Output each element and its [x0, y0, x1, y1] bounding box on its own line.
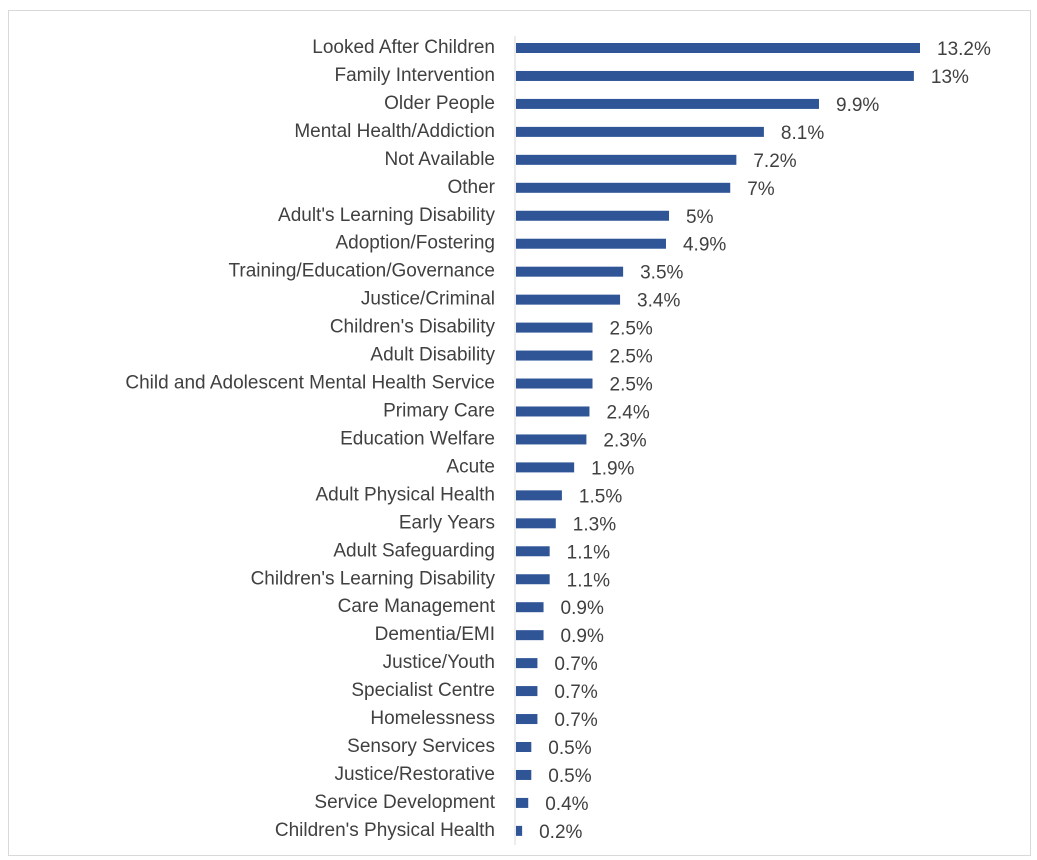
- data-label: 7%: [747, 179, 775, 200]
- category-label: Adult Safeguarding: [333, 540, 495, 561]
- data-label: 0.5%: [548, 766, 591, 787]
- data-label: 0.5%: [548, 738, 591, 759]
- category-label: Older People: [384, 93, 495, 114]
- data-label: 0.9%: [561, 626, 604, 647]
- bar: [516, 574, 550, 585]
- bar: [516, 686, 538, 697]
- data-label: 5%: [686, 207, 714, 228]
- category-label: Adult's Learning Disability: [278, 205, 495, 226]
- bar: [516, 434, 587, 445]
- bar: [516, 406, 590, 417]
- category-label: Care Management: [338, 596, 496, 617]
- bar: [516, 825, 523, 836]
- category-label: Children's Physical Health: [275, 820, 495, 841]
- bar: [516, 266, 624, 277]
- bar: [516, 350, 593, 361]
- category-label: Adult Physical Health: [315, 484, 495, 505]
- bar: [516, 378, 593, 389]
- bar: [516, 742, 532, 752]
- bar: [516, 602, 544, 613]
- bar: [516, 70, 914, 81]
- category-label: Education Welfare: [340, 428, 495, 449]
- bar: [516, 294, 621, 305]
- bar: [516, 546, 550, 557]
- category-label: Not Available: [384, 149, 495, 170]
- data-label: 1.5%: [579, 486, 622, 507]
- data-label: 0.7%: [554, 682, 597, 703]
- data-label: 1.3%: [573, 514, 616, 535]
- data-label: 2.5%: [610, 319, 653, 340]
- bar: [516, 630, 544, 641]
- data-label: 0.7%: [554, 710, 597, 731]
- data-label: 8.1%: [781, 123, 824, 144]
- bar: [516, 182, 731, 193]
- category-label: Children's Learning Disability: [251, 568, 496, 589]
- bar: [516, 322, 593, 333]
- category-label: Training/Education/Governance: [228, 261, 495, 282]
- chart-border: [8, 10, 1031, 856]
- data-label: 0.7%: [554, 654, 597, 675]
- data-label: 0.2%: [539, 822, 582, 843]
- category-label: Looked After Children: [312, 37, 495, 58]
- category-label: Family Intervention: [334, 65, 495, 86]
- bar: [516, 769, 532, 780]
- data-label: 2.3%: [603, 430, 646, 451]
- category-label: Child and Adolescent Mental Health Servi…: [125, 373, 495, 394]
- data-label: 1.1%: [567, 570, 610, 591]
- data-label: 3.4%: [637, 291, 680, 312]
- category-label: Justice/Restorative: [334, 764, 495, 785]
- category-label: Service Development: [314, 792, 495, 813]
- data-label: 3.5%: [640, 263, 683, 284]
- data-label: 1.9%: [591, 458, 634, 479]
- bar: [516, 658, 538, 669]
- bar: [516, 462, 575, 473]
- category-label: Adult Disability: [370, 345, 495, 366]
- data-label: 13.2%: [937, 39, 991, 60]
- category-label: Acute: [446, 456, 495, 477]
- category-label: Adoption/Fostering: [336, 233, 496, 254]
- data-label: 4.9%: [683, 235, 726, 256]
- data-label: 0.4%: [545, 794, 588, 815]
- bar: [516, 797, 529, 808]
- bar: [516, 43, 920, 53]
- data-label: 2.4%: [606, 402, 649, 423]
- category-label: Justice/Youth: [383, 652, 495, 673]
- bar: [516, 154, 737, 165]
- bar: [516, 238, 666, 249]
- category-label: Specialist Centre: [351, 680, 495, 701]
- data-label: 2.5%: [610, 375, 653, 396]
- category-label: Mental Health/Addiction: [294, 121, 495, 142]
- data-label: 13%: [931, 67, 969, 88]
- data-label: 0.9%: [561, 598, 604, 619]
- bar: [516, 490, 562, 501]
- bar: [516, 210, 670, 221]
- bar: [516, 714, 538, 725]
- data-label: 9.9%: [836, 95, 879, 116]
- category-label: Sensory Services: [347, 736, 495, 757]
- category-label: Other: [447, 177, 495, 198]
- bar: [516, 98, 819, 109]
- category-label: Early Years: [399, 512, 495, 533]
- bar: [516, 518, 556, 529]
- category-label: Children's Disability: [330, 317, 496, 338]
- bar: [516, 126, 764, 137]
- category-label: Homelessness: [370, 708, 495, 729]
- category-label: Dementia/EMI: [375, 624, 495, 645]
- category-label: Justice/Criminal: [361, 289, 495, 310]
- data-label: 2.5%: [610, 347, 653, 368]
- data-label: 7.2%: [753, 151, 796, 172]
- category-label: Primary Care: [383, 400, 495, 421]
- data-label: 1.1%: [567, 542, 610, 563]
